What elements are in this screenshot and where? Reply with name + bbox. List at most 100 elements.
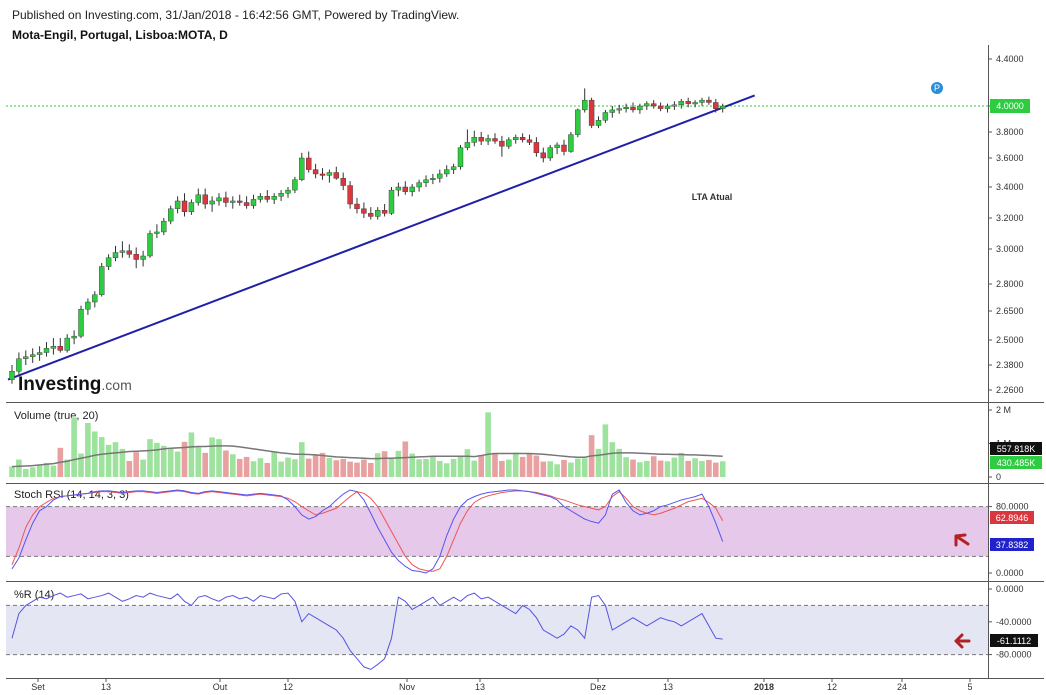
candle (119, 250, 126, 253)
volume-bar (437, 460, 443, 477)
candle (278, 192, 284, 197)
volume-bar (430, 456, 436, 477)
candle (457, 147, 464, 167)
volume-bar (464, 449, 471, 477)
candle (112, 252, 119, 258)
candle (9, 371, 15, 380)
volume-bar (685, 460, 691, 477)
stoch-d-line (11, 490, 724, 572)
volume-bar (443, 463, 450, 477)
volume-bar (85, 423, 91, 477)
volume-bar (395, 450, 402, 477)
volume-bar (147, 439, 153, 477)
candle (575, 109, 581, 135)
candle (133, 254, 139, 260)
candle (347, 185, 353, 205)
stoch-k-last-label: 37.8382 (996, 540, 1029, 550)
candle (499, 140, 505, 147)
volume-bar (112, 442, 119, 477)
volume-bar (416, 459, 422, 477)
volume-bar (174, 451, 181, 477)
volume-bar (678, 452, 685, 477)
volume-bar (374, 453, 381, 477)
candle (105, 257, 112, 267)
volume-bar (319, 452, 326, 477)
candle (71, 335, 77, 339)
candle (188, 202, 195, 213)
volume-bar (181, 441, 188, 477)
candle (561, 144, 567, 152)
volume-bar (492, 452, 498, 477)
last-price-badge (990, 99, 1030, 113)
x-tick-label: 2018 (754, 682, 774, 692)
candle (478, 136, 484, 142)
candle (713, 102, 719, 109)
candle (519, 136, 526, 140)
y-tick-label: 2.5000 (996, 335, 1024, 345)
candle (368, 213, 374, 217)
volume-bar (64, 459, 70, 477)
candle (50, 346, 57, 349)
y-tick-label: 2.3800 (996, 360, 1024, 370)
candle (513, 136, 519, 140)
volume-bar (43, 462, 50, 477)
candle (319, 173, 326, 176)
candle (671, 104, 678, 107)
volume-panel-title: Volume (true, 20) (14, 410, 98, 422)
volume-bar (264, 462, 271, 477)
candle (651, 103, 657, 107)
volume-bar (616, 448, 622, 477)
candle (92, 294, 98, 303)
candle (623, 107, 629, 110)
volume-bar (644, 460, 650, 477)
candle (685, 101, 691, 104)
wr-badge (990, 634, 1038, 647)
symbol-title: Mota-Engil, Portugal, Lisboa:MOTA, D (12, 28, 228, 42)
candle (57, 346, 63, 351)
volume-bar (299, 442, 305, 477)
candle (243, 202, 250, 206)
y-tick-label: 3.0000 (996, 244, 1024, 254)
candle (395, 186, 402, 191)
candle (209, 200, 215, 205)
candle (588, 99, 595, 126)
volume-bar (257, 458, 264, 477)
volume-bar (540, 461, 547, 477)
volume-bar (71, 417, 77, 477)
volume-bar (105, 444, 112, 477)
wr-tick-label: -40.0000 (996, 617, 1032, 627)
y-tick-label: 2.2600 (996, 385, 1024, 395)
candle (98, 266, 105, 295)
volume-ma-badge (990, 456, 1042, 469)
x-tick-label: 13 (663, 682, 673, 692)
candle (64, 337, 70, 351)
candle (264, 196, 270, 200)
volume-bar (409, 453, 415, 477)
y-tick-label: 3.6000 (996, 153, 1024, 163)
candle (292, 179, 298, 191)
x-tick-label: Out (213, 682, 228, 692)
candle (147, 233, 153, 257)
volume-bar (609, 442, 616, 477)
candle (402, 186, 408, 192)
volume-bar (98, 437, 105, 477)
candle (299, 157, 305, 180)
candle (492, 138, 498, 142)
volume-bar (402, 441, 409, 477)
volume-bar (50, 465, 57, 477)
trendline (7, 94, 756, 381)
candle (471, 136, 477, 143)
volume-bar (250, 461, 257, 477)
candle (540, 152, 546, 159)
candle (657, 105, 664, 109)
candle (43, 348, 50, 353)
candle (257, 196, 264, 200)
stoch-d-last-label: 62.8946 (996, 513, 1029, 523)
y-tick-label: 3.8000 (996, 127, 1024, 137)
volume-bar (78, 453, 84, 477)
wr-arrow-icon (954, 633, 971, 649)
candle (375, 210, 381, 217)
volume-bar (554, 464, 560, 477)
volume-bar (664, 461, 671, 477)
wr-line (11, 592, 723, 670)
